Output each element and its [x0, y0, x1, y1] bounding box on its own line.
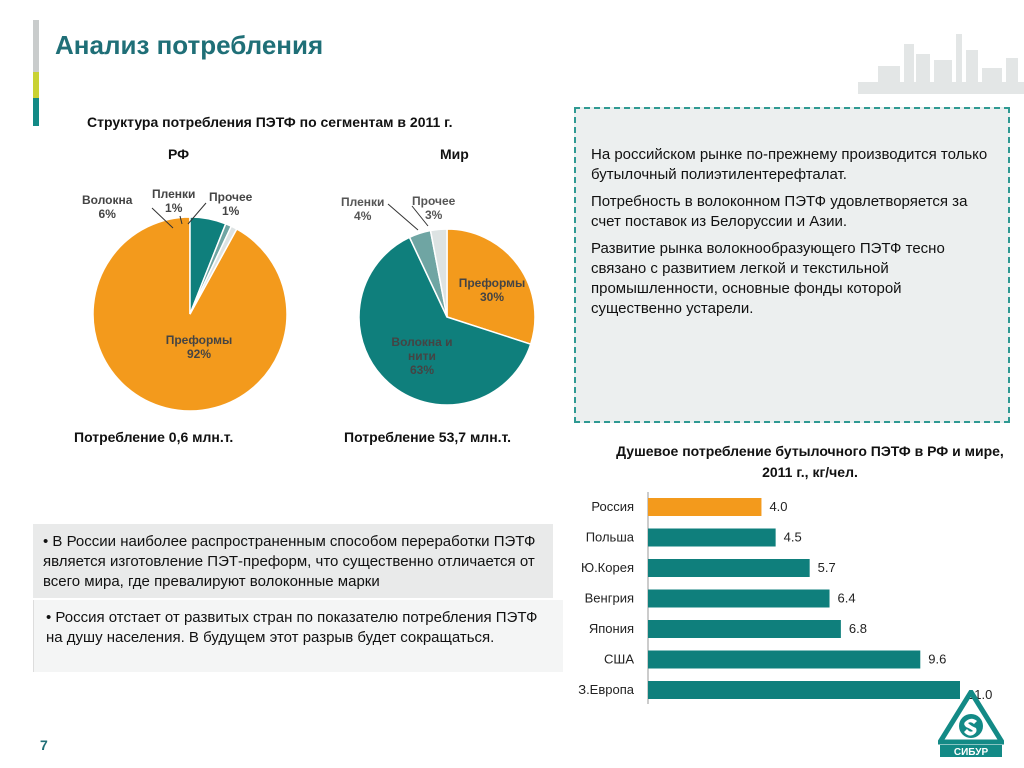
world-label-preformy-value: 30%: [479, 290, 505, 304]
rf-label-preformy-value: 92%: [186, 347, 212, 361]
bar-category-1: Польша: [586, 530, 635, 545]
pie-chart-world: [358, 228, 536, 406]
rf-label-plenki-value: 1%: [165, 201, 183, 215]
rf-label-volokna-name: Волокна: [82, 193, 133, 207]
bar-category-4: Япония: [589, 621, 634, 636]
world-label-preformy-name: Преформы: [458, 276, 526, 290]
rf-pie-label: РФ: [168, 146, 190, 162]
bar-category-2: Ю.Корея: [581, 560, 634, 575]
world-label-volokna-name: Волокна и нити: [391, 335, 453, 363]
factory-icon: [858, 34, 1024, 94]
pies-heading: Структура потребления ПЭТФ по сегментам …: [87, 114, 453, 130]
rf-label-prochee: Прочее 1%: [209, 190, 252, 218]
world-label-prochee-name: Прочее: [412, 194, 456, 208]
world-leader-lines: [387, 203, 429, 231]
info-paragraph-2: Потребность в волоконном ПЭТФ удовлетвор…: [591, 193, 968, 230]
rf-leader-lines: [151, 202, 207, 229]
bar-4: [648, 620, 841, 638]
bar-value-3: 6.4: [838, 591, 856, 606]
accent-bar-yellow: [33, 72, 39, 98]
note-per-capita: • Россия отстает от развитых стран по по…: [33, 600, 563, 672]
world-label-volokna-value: 63%: [409, 363, 435, 377]
page-number: 7: [40, 737, 48, 753]
bar-value-4: 6.8: [849, 621, 867, 636]
world-label-preformy: Преформы 30%: [452, 276, 532, 304]
world-slice-3: [429, 228, 448, 318]
rf-leader-prochee: [187, 202, 207, 225]
info-box: На российском рынке по-прежнему производ…: [574, 107, 1010, 423]
world-label-plenki: Пленки 4%: [341, 195, 384, 223]
bar-category-6: З.Европа: [578, 682, 635, 697]
bar-5: [648, 650, 921, 669]
world-consumption: Потребление 53,7 млн.т.: [344, 429, 512, 445]
rf-slice-3: [189, 225, 238, 315]
info-paragraph-3: Развитие рынка волокнообразующего ПЭТФ т…: [591, 240, 945, 317]
bar-category-0: Россия: [591, 499, 634, 514]
rf-consumption: Потребление 0,6 млн.т.: [74, 429, 234, 445]
bar-6: [648, 681, 960, 699]
world-label-prochee: Прочее 3%: [412, 194, 455, 222]
bar-category-3: Венгрия: [585, 591, 634, 606]
logo-text: СИБУР: [954, 747, 989, 758]
world-slice-1: [358, 236, 532, 406]
bar-1: [648, 528, 776, 547]
rf-label-prochee-name: Прочее: [209, 190, 253, 204]
pie-chart-rf: [92, 216, 288, 412]
bar-value-5: 9.6: [928, 652, 946, 667]
world-label-volokna: Волокна и нити 63%: [386, 335, 458, 377]
rf-leader-volokna: [151, 207, 174, 229]
world-slice-0: [446, 228, 536, 346]
accent-bar-grey: [33, 20, 39, 72]
world-label-prochee-value: 3%: [424, 208, 443, 222]
page-title: Анализ потребления: [55, 30, 324, 60]
rf-label-preformy: Преформы 92%: [154, 333, 244, 361]
info-paragraph-1: На российском рынке по-прежнему производ…: [591, 146, 988, 183]
world-label-plenki-value: 4%: [354, 209, 372, 223]
world-pie-label: Мир: [440, 146, 469, 162]
sibur-logo: СИБУР: [938, 690, 1004, 758]
rf-leader-plenki: [179, 215, 183, 225]
bar-3: [648, 589, 830, 608]
bar-category-5: США: [604, 652, 634, 667]
world-leader-plenki: [387, 203, 419, 231]
bar-value-2: 5.7: [818, 560, 836, 575]
bar-chart: Россия 4.0 Польша 4.5 Ю.Корея 5.7 Венгрия 6.4 Яп…: [578, 492, 992, 704]
bar-value-0: 4.0: [769, 499, 787, 514]
note-preforms: • В России наиболее распространенным спо…: [33, 524, 553, 598]
rf-label-preformy-name: Преформы: [165, 333, 233, 347]
rf-label-plenki-name: Пленки: [152, 187, 196, 201]
world-label-plenki-name: Пленки: [341, 195, 385, 209]
bar-2: [648, 559, 810, 577]
bar-value-1: 4.5: [784, 530, 802, 545]
accent-bar-teal: [33, 98, 39, 126]
rf-label-volokna: Волокна 6%: [82, 193, 132, 221]
bar-chart-title: Душевое потребление бутылочного ПЭТФ в Р…: [616, 443, 1004, 480]
bar-0: [648, 498, 762, 516]
rf-label-prochee-value: 1%: [221, 204, 240, 218]
world-leader-prochee: [411, 205, 429, 227]
rf-label-plenki: Пленки 1%: [152, 187, 195, 215]
rf-label-volokna-value: 6%: [98, 207, 116, 221]
